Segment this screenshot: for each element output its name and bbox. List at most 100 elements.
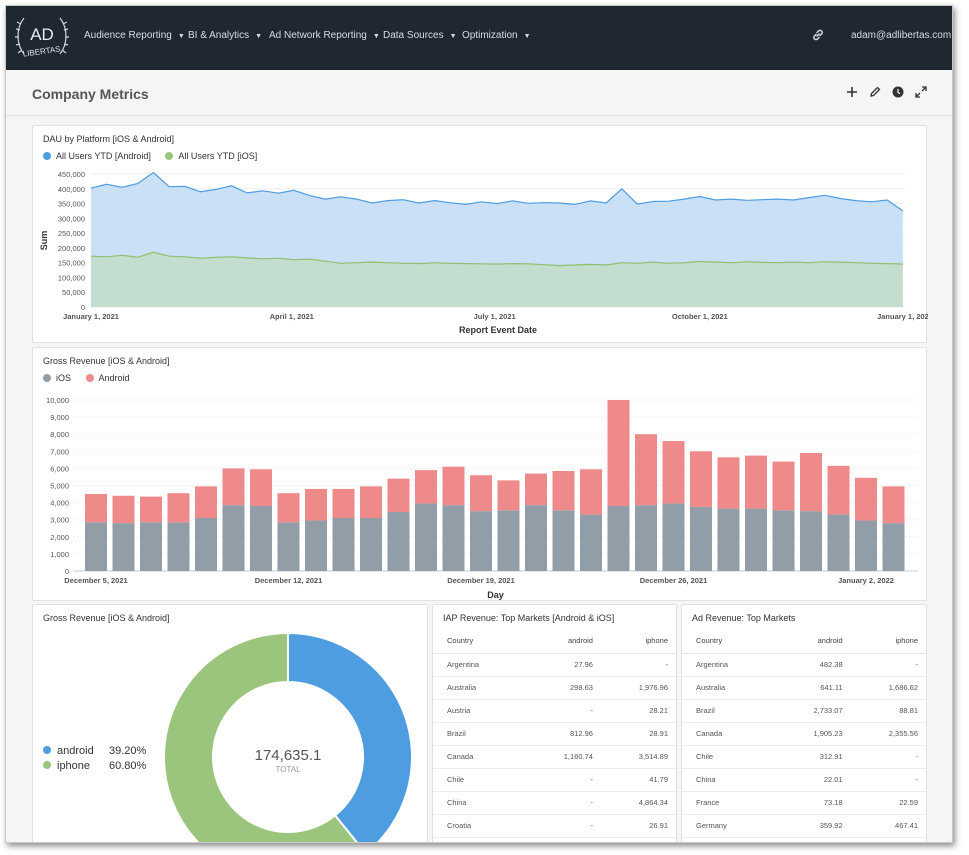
bar-android [497,480,520,511]
legend-item-android[interactable]: All Users YTD [Android] [43,151,151,161]
y-tick-label: 10,000 [46,396,69,405]
donut-total-label: TOTAL [275,765,301,774]
cell-iphone: 28.91 [600,722,676,746]
x-tick-label: December 12, 2021 [255,576,323,585]
y-tick-label: 50,000 [62,288,85,297]
bar-android [662,441,685,504]
cell-android: 641.11 [775,676,851,700]
table-row[interactable]: Australia 298.63 1,976.96 [433,676,676,700]
table-row[interactable]: Argentina 482.38- [682,653,926,677]
table-row[interactable]: China -4,864.34 [433,791,676,815]
cell-iphone: - [600,653,676,677]
bar-ios [470,511,492,571]
table-row[interactable]: Germany 359.92 467.41 [682,814,926,838]
y-tick-label: 250,000 [58,229,85,238]
donut-slice-iphone [163,631,358,842]
pencil-icon[interactable] [867,84,883,100]
cell-iphone: 41.79 [600,768,676,792]
bar-ios [442,505,465,571]
cell-country: Austria [433,699,526,723]
y-tick-label: 8,000 [50,430,69,439]
cell-android: 312.91 [775,745,851,769]
table-row[interactable]: Canada 1,160.74 3,514.89 [433,745,676,769]
ios-series-line [90,251,903,267]
cell-iphone: 3,514.89 [600,745,676,769]
gross-revenue-donut-card: Gross Revenue [iOS & Android] android 39.… [32,604,428,843]
cell-country: China [682,768,776,792]
donut-slice-android [287,631,413,842]
table-row[interactable]: Chile 312.91- [682,745,926,769]
plus-icon[interactable] [844,84,860,100]
table-row[interactable]: Chile -41.79 [433,768,676,792]
x-tick-label: April 1, 2021 [270,312,314,321]
legend-dot [43,761,51,769]
nav-ad-network-reporting[interactable]: Ad Network Reporting ▼ [269,30,380,41]
column-header-iphone[interactable]: iphone [850,629,926,654]
table-row[interactable]: China 22.01- [682,768,926,792]
adlibertas-logo[interactable]: AD LIBERTAS [14,10,70,68]
bar-android [442,466,465,506]
chart-legend: iOS Android [43,373,142,383]
cell-android: 1,160.74 [525,745,601,769]
y-tick-label: 3,000 [50,516,69,525]
y-tick-label: 200,000 [58,244,85,253]
donut-total-value: 174,635.1 [254,747,322,764]
cell-iphone: - [850,768,926,792]
bar-android [415,470,437,504]
gross-revenue-bar-chart[interactable]: 0 1,000 2,000 3,000 4,000 5,000 6,000 7,000 8,00… [33,348,928,602]
legend-dot [43,374,51,382]
link-icon[interactable] [811,28,825,42]
nav-optimization[interactable]: Optimization ▼ [462,30,531,41]
table-row[interactable]: Brazil 2,733.07 88.81 [682,699,926,723]
cell-android: 22.01 [775,768,851,792]
bar-ios [305,520,327,571]
column-header-android[interactable]: android [775,629,851,654]
dau-chart-card: DAU by Platform [iOS & Android] All User… [32,125,928,344]
y-tick-label: 1,000 [50,550,69,559]
table-row[interactable]: Croatia -26.91 [433,814,676,838]
x-axis-title: Report Event Date [459,325,537,335]
table-row[interactable]: Australia 641.11 1,686.62 [682,676,926,700]
bar-ios [827,514,850,571]
legend-item-android[interactable]: android 39.20% [43,745,146,760]
dashboard-header: Company Metrics [6,70,952,116]
bar-ios [882,523,905,571]
cell-country: Argentina [433,653,526,677]
y-tick-label: 0 [65,567,69,576]
table-row[interactable]: Canada 1,905.23 2,355.56 [682,722,926,746]
donut-legend: android 39.20% iphone 60.80% [43,745,146,775]
legend-item-iphone[interactable]: iphone 60.80% [43,760,146,775]
dau-area-chart[interactable]: 0 50,000 100,000 150,000 200,000 250,000 300,0… [33,126,928,344]
user-menu[interactable]: adam@adlibertas.com▼ [851,30,952,41]
column-header-country[interactable]: Country [682,629,776,654]
bar-ios [717,508,740,571]
column-header-iphone[interactable]: iphone [600,629,676,654]
nav-bi-analytics[interactable]: BI & Analytics ▼ [188,30,263,41]
bar-ios [112,523,135,571]
nav-data-sources[interactable]: Data Sources ▼ [383,30,457,41]
column-header-country[interactable]: Country [433,629,526,654]
clock-icon[interactable] [890,84,906,100]
cell-android: 482.38 [775,653,851,677]
legend-item-android[interactable]: Android [85,373,130,383]
bar-ios [662,503,685,571]
table-row[interactable]: Argentina 27.96- [433,653,676,677]
bar-android [552,470,575,511]
bar-android [112,495,135,524]
table-row[interactable]: Austria -28.21 [433,699,676,723]
table-row[interactable]: France 73.18 22.59 [682,791,926,815]
cell-android: 2,733.07 [775,699,851,723]
table-header-row: Country android iphone [682,629,926,654]
cell-android: 298.63 [525,676,601,700]
x-tick-label: January 1, 2021 [63,312,119,321]
donut-chart[interactable] [33,605,428,843]
column-header-android[interactable]: android [525,629,601,654]
nav-audience-reporting[interactable]: Audience Reporting ▼ [84,30,185,41]
bar-ios [525,505,547,571]
table-row[interactable]: Brazil 812.96 28.91 [433,722,676,746]
legend-item-ios[interactable]: iOS [43,373,71,383]
bar-android [195,486,217,518]
bar-android [717,457,740,509]
expand-icon[interactable] [913,84,929,100]
legend-item-ios[interactable]: All Users YTD [iOS] [165,151,257,161]
